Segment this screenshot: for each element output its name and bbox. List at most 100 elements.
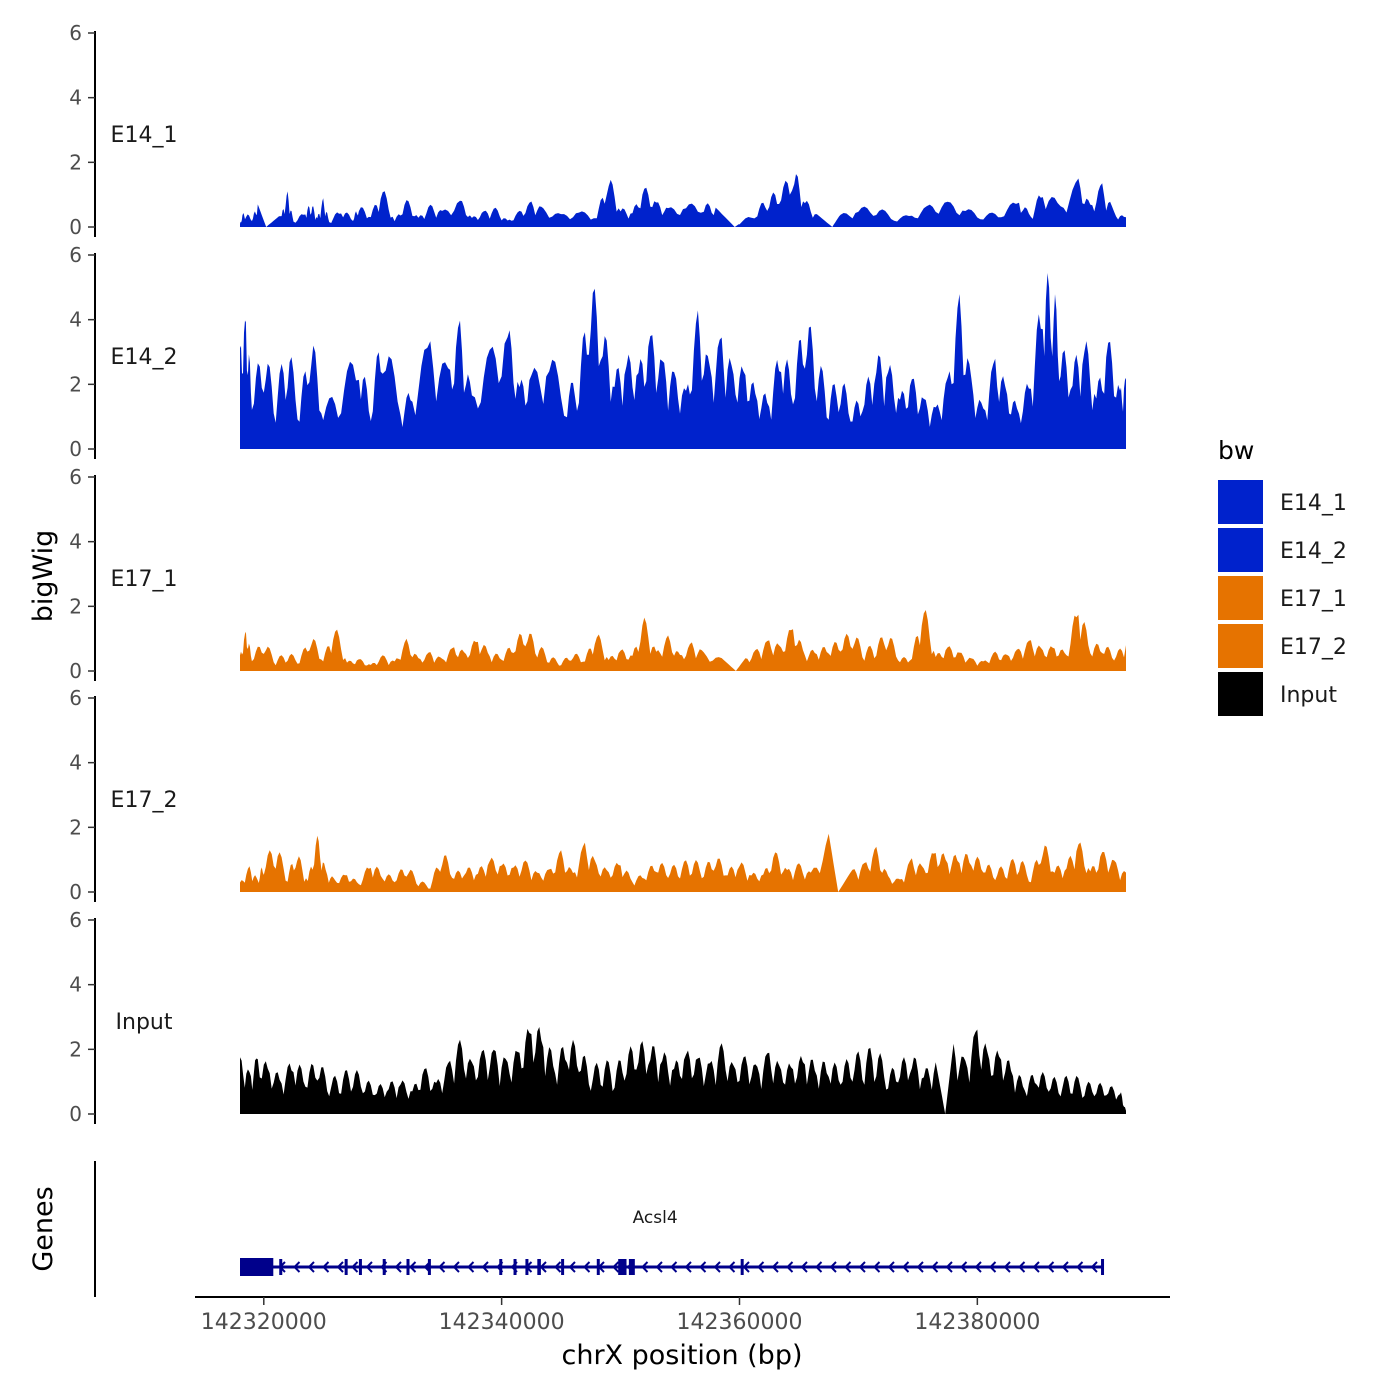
exon [525, 1259, 529, 1275]
strand-arrow [307, 1261, 315, 1273]
strand-arrow [394, 1261, 402, 1273]
y-tick-label: 4 [69, 530, 82, 554]
x-ticks: 142320000 142340000 142360000 142380000 [201, 1297, 1040, 1335]
y-tick-label: 4 [69, 973, 82, 997]
legend-label: E14_2 [1280, 539, 1347, 564]
strand-arrow [989, 1261, 997, 1273]
strand-arrow [800, 1261, 808, 1273]
strand-arrow [655, 1261, 663, 1273]
legend-swatch [1218, 672, 1263, 716]
exon [513, 1259, 517, 1275]
track-label: E14_2 [111, 345, 178, 370]
signal-area-E17_1 [240, 610, 1126, 671]
tracks-layer: 0 2 4 6 E14_1 0 2 4 6 E14_2 0 2 4 6 E17_1 0 2 4 6 E17_2 0 2 4 6… [69, 21, 1126, 1126]
exon [240, 1258, 274, 1276]
genes-axis-title: Genes [28, 1186, 59, 1271]
strand-arrow [844, 1261, 852, 1273]
strand-arrow [1061, 1261, 1069, 1273]
legend-label: Input [1280, 683, 1337, 708]
strand-arrow [467, 1261, 475, 1273]
strand-arrow [1090, 1261, 1098, 1273]
strand-arrow [554, 1261, 562, 1273]
strand-arrow [1018, 1261, 1026, 1273]
exon [618, 1259, 627, 1275]
signal-area-E14_1 [240, 174, 1126, 227]
x-tick-label: 142360000 [676, 1310, 802, 1335]
signal-area-Input [240, 1027, 1126, 1114]
y-tick-label: 2 [69, 150, 82, 174]
strand-arrow [713, 1261, 721, 1273]
gene-layer: Acsl4 [240, 1208, 1105, 1276]
y-tick-label: 2 [69, 372, 82, 396]
track-E17_1: 0 2 4 6 E17_1 [69, 465, 1126, 683]
strand-arrow [771, 1261, 779, 1273]
y-tick-label: 0 [69, 215, 82, 239]
legend-entry-E17_1: E17_1 [1218, 576, 1347, 620]
legend-entry-E14_1: E14_1 [1218, 480, 1347, 524]
strand-arrow [670, 1261, 678, 1273]
track-label: Input [116, 1010, 173, 1035]
legend-label: E17_2 [1280, 635, 1347, 660]
strand-arrow [887, 1261, 895, 1273]
legend-label: E17_1 [1280, 587, 1347, 612]
exon [537, 1259, 541, 1275]
legend-swatch [1218, 480, 1263, 524]
y-tick-label: 2 [69, 815, 82, 839]
strand-arrow [1076, 1261, 1084, 1273]
legend-swatch [1218, 528, 1263, 572]
strand-arrow [336, 1261, 344, 1273]
exon [740, 1259, 744, 1275]
x-axis: 142320000 142340000 142360000 142380000 [195, 1296, 1170, 1335]
strand-arrow [931, 1261, 939, 1273]
y-tick-label: 6 [69, 465, 82, 489]
y-tick-label: 0 [69, 659, 82, 683]
legend-label: E14_1 [1280, 491, 1347, 516]
strand-arrow [409, 1261, 417, 1273]
track-label: E14_1 [111, 123, 178, 148]
strand-arrow [481, 1261, 489, 1273]
legend-entry-E14_2: E14_2 [1218, 528, 1347, 572]
track-E17_2: 0 2 4 6 E17_2 [69, 686, 1126, 904]
exon [427, 1259, 431, 1275]
strand-arrow [873, 1261, 881, 1273]
strand-arrow [322, 1261, 330, 1273]
exon [382, 1259, 386, 1275]
strand-arrow [684, 1261, 692, 1273]
strand-arrow [1032, 1261, 1040, 1273]
y-tick-label: 6 [69, 21, 82, 45]
x-tick-label: 142340000 [439, 1310, 565, 1335]
legend: bw E14_1 E14_2 E17_1 E17_2 Input [1218, 436, 1347, 716]
x-tick-label: 142380000 [914, 1310, 1040, 1335]
y-tick-label: 6 [69, 686, 82, 710]
exon [499, 1259, 503, 1275]
track-Input: 0 2 4 6 Input [69, 908, 1126, 1126]
y-tick-label: 2 [69, 1037, 82, 1061]
legend-title: bw [1218, 436, 1254, 465]
signal-area-E14_2 [240, 273, 1126, 449]
strand-arrow [757, 1261, 765, 1273]
y-tick-label: 4 [69, 751, 82, 775]
y-tick-label: 6 [69, 243, 82, 267]
exon [344, 1259, 348, 1275]
strand-arrow [568, 1261, 576, 1273]
exon [561, 1259, 565, 1275]
strand-arrow [960, 1261, 968, 1273]
strand-arrow [1047, 1261, 1055, 1273]
y-tick-label: 2 [69, 594, 82, 618]
y-axis-title: bigWig [28, 530, 59, 623]
exon [358, 1259, 362, 1275]
x-tick-label: 142320000 [201, 1310, 327, 1335]
track-label: E17_1 [111, 567, 178, 592]
track-label: E17_2 [111, 788, 178, 813]
y-tick-label: 0 [69, 1102, 82, 1126]
y-tick-label: 0 [69, 880, 82, 904]
strand-arrow [699, 1261, 707, 1273]
track-E14_2: 0 2 4 6 E14_2 [69, 243, 1126, 461]
strand-arrow [829, 1261, 837, 1273]
strand-arrow [945, 1261, 953, 1273]
y-tick-label: 6 [69, 908, 82, 932]
strand-arrow [742, 1261, 750, 1273]
exon [596, 1259, 600, 1275]
gene-panel: Acsl4 [94, 1161, 1105, 1297]
